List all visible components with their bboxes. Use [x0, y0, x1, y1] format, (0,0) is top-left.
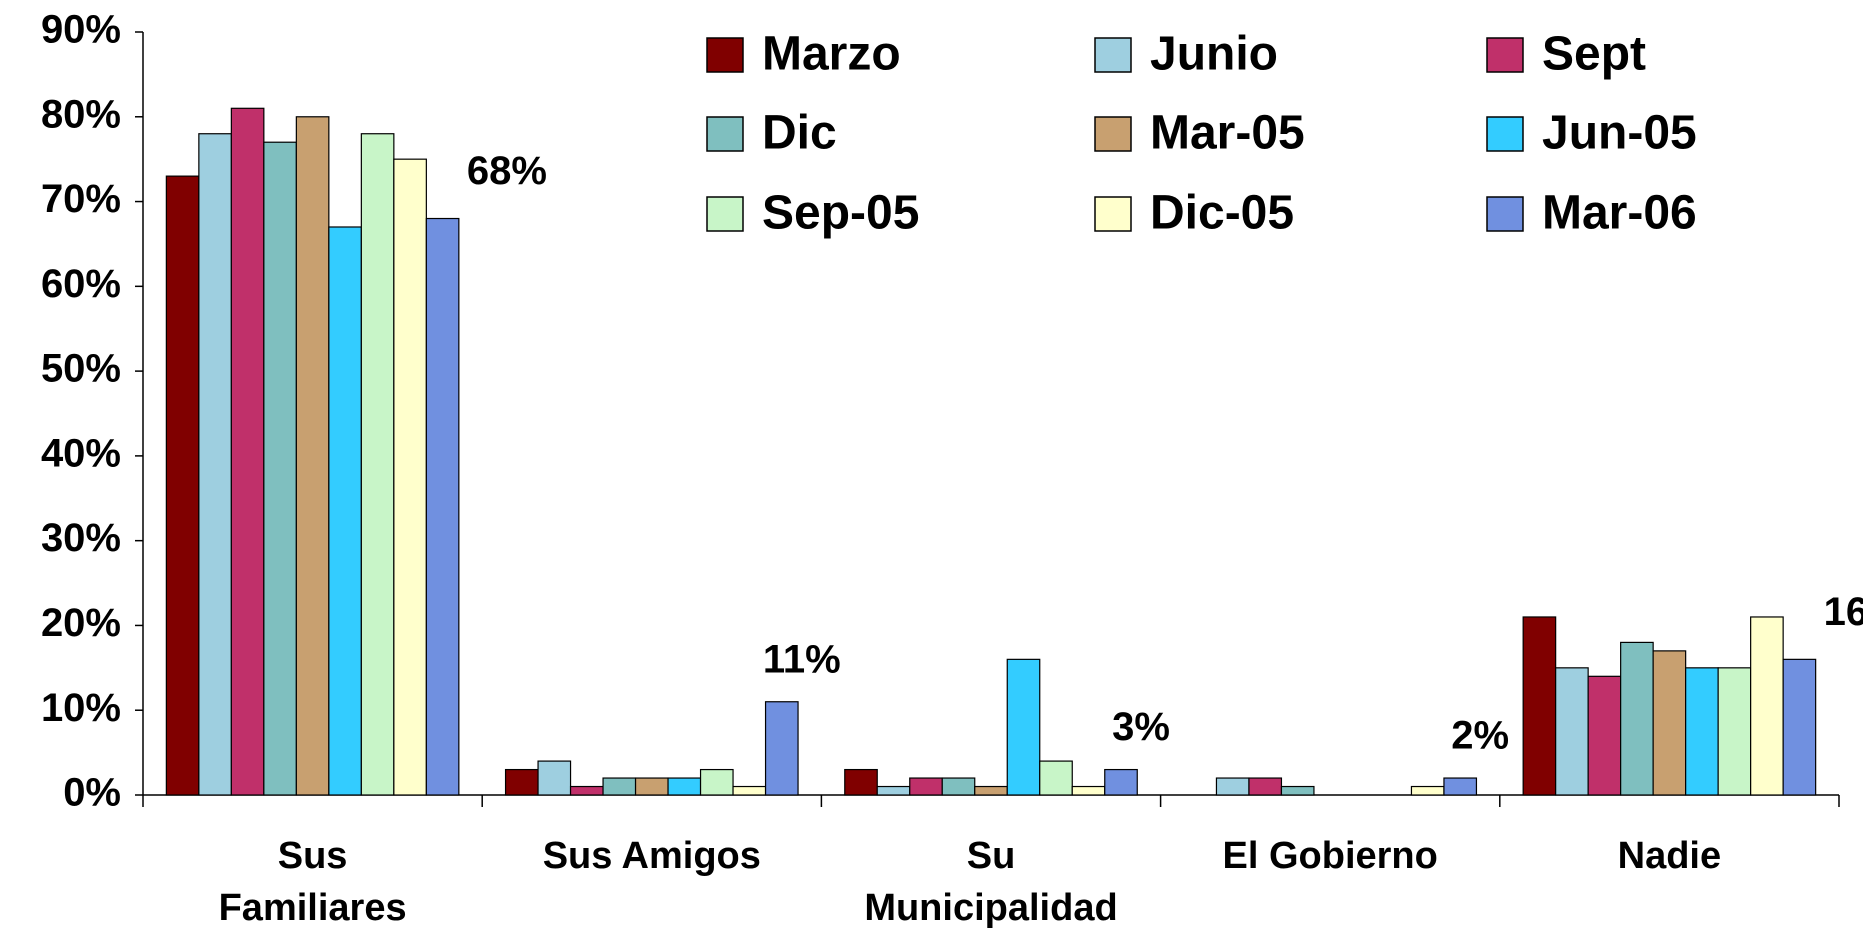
legend-label: Dic	[762, 107, 837, 160]
bar	[425, 217, 460, 796]
y-tick-label: 90%	[41, 8, 121, 52]
data-label: 11%	[763, 637, 841, 681]
x-tick-label: Su Municipalidad	[864, 835, 1118, 929]
bar	[198, 133, 232, 796]
bar	[699, 768, 734, 796]
bar	[1410, 785, 1445, 796]
y-tick-label: 0%	[63, 771, 121, 815]
bar	[1782, 658, 1817, 796]
legend-marker	[1094, 196, 1132, 232]
legend-marker	[706, 196, 744, 232]
legend-marker	[1094, 116, 1132, 152]
legend-marker	[1094, 37, 1132, 73]
legend-marker	[1486, 37, 1524, 73]
bar	[764, 701, 799, 796]
data-label: 68%	[467, 149, 547, 193]
legend-label: Junio	[1150, 28, 1278, 81]
x-tick-label: El Gobierno	[1222, 835, 1438, 877]
y-tick-label: 40%	[41, 431, 121, 475]
bar	[1215, 777, 1250, 796]
bar	[263, 141, 297, 796]
bar	[1248, 777, 1283, 796]
y-tick-label: 60%	[41, 262, 121, 306]
bar	[1652, 650, 1687, 796]
bar	[1443, 777, 1478, 796]
bar	[634, 777, 669, 796]
bar	[1522, 616, 1557, 796]
y-tick-label: 10%	[41, 686, 121, 730]
y-tick-label: 80%	[41, 92, 121, 136]
bar	[295, 116, 330, 796]
y-tick-label: 30%	[41, 516, 121, 560]
bar	[165, 175, 200, 796]
legend-label: Mar-06	[1542, 187, 1697, 240]
bar	[537, 760, 572, 796]
bar	[1039, 760, 1073, 796]
bar	[974, 785, 1008, 796]
bar	[230, 107, 265, 796]
y-tick-label: 70%	[41, 177, 121, 221]
bar	[504, 768, 539, 796]
legend-label: Marzo	[762, 28, 901, 81]
bar	[909, 777, 943, 796]
data-label: 16%	[1824, 590, 1863, 634]
bar	[569, 785, 604, 796]
bar	[1685, 667, 1719, 796]
legend-label: Sep-05	[762, 187, 919, 240]
legend-label: Sept	[1542, 28, 1646, 81]
y-tick-label: 20%	[41, 601, 121, 645]
bar	[602, 777, 637, 796]
bar	[328, 226, 362, 796]
bar	[393, 158, 427, 796]
bar	[667, 777, 702, 796]
bar	[360, 133, 395, 796]
bar	[1104, 768, 1138, 796]
legend-marker	[706, 116, 744, 152]
bar	[732, 785, 767, 796]
legend-marker	[1486, 196, 1524, 232]
legend-label: Jun-05	[1542, 107, 1697, 160]
bar	[1750, 616, 1784, 796]
data-label: 2%	[1451, 714, 1509, 758]
bar	[844, 768, 878, 796]
y-tick-label: 50%	[41, 347, 121, 391]
x-tick-label: Sus Familiares	[218, 835, 407, 929]
data-label: 3%	[1112, 705, 1170, 749]
x-tick-label: Nadie	[1617, 835, 1722, 877]
bar	[876, 785, 911, 796]
legend-label: Mar-05	[1150, 107, 1305, 160]
bar	[1006, 658, 1041, 796]
x-tick-label: Sus Amigos	[542, 835, 761, 877]
bar	[941, 777, 976, 796]
bar	[1280, 785, 1315, 796]
legend-label: Dic-05	[1150, 187, 1294, 240]
bar	[1071, 785, 1106, 796]
bar	[1587, 675, 1622, 796]
bar	[1717, 667, 1752, 796]
legend-marker	[1486, 116, 1524, 152]
legend-marker	[706, 37, 744, 73]
bar	[1620, 641, 1654, 796]
bar	[1555, 667, 1589, 796]
